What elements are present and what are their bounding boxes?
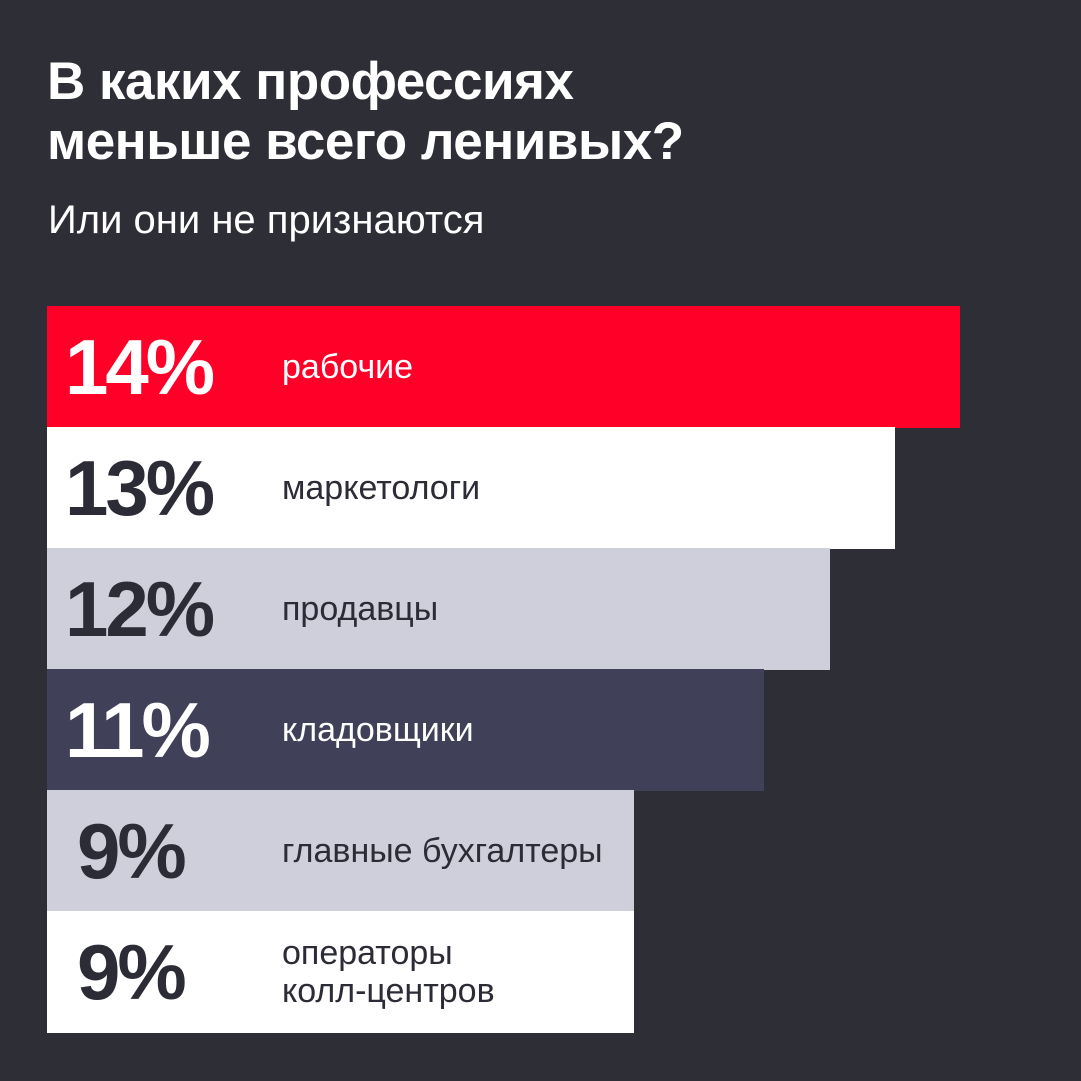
bar-category-label: продавцы	[282, 548, 438, 670]
bar-category-label: кладовщики	[282, 669, 474, 791]
bar-category-label: главные бухгалтеры	[282, 790, 603, 912]
bar-6: 9% операторы колл-центров	[47, 911, 634, 1033]
bar-category-label-line: кладовщики	[282, 711, 474, 749]
chart-title-line-1: В каких профессиях	[47, 52, 574, 111]
bar-value-label: 11%	[65, 686, 211, 774]
bar-2: 13% маркетологи	[47, 427, 895, 549]
bar-1: 14% рабочие	[47, 306, 960, 428]
bar-value-label: 9%	[77, 807, 187, 895]
bar-category-label-line: маркетологи	[282, 469, 481, 507]
bar-value-label: 12%	[65, 565, 215, 653]
chart-title-line-2: меньше всего ленивых?	[47, 112, 684, 171]
bar-category-label-line: продавцы	[282, 590, 439, 628]
bar-5: 9% главные бухгалтеры	[47, 790, 634, 912]
bar-category-label: маркетологи	[282, 427, 480, 549]
bar-value-label: 14%	[65, 323, 215, 411]
bar-category-label-line: колл-центров	[282, 972, 495, 1010]
bar-category-label-line: рабочие	[282, 348, 414, 386]
bar-3: 12% продавцы	[47, 548, 830, 670]
bar-category-label: операторы колл-центров	[282, 911, 495, 1033]
bar-value-label: 13%	[65, 444, 215, 532]
bar-category-label-line: операторы	[282, 934, 453, 972]
chart-title: В каких профессиях меньше всего ленивых?	[47, 52, 1027, 172]
bar-category-label-line: главные бухгалтеры	[282, 832, 603, 870]
bar-value-label: 9%	[77, 928, 187, 1016]
bar-category-label: рабочие	[282, 306, 413, 428]
bar-4: 11% кладовщики	[47, 669, 764, 791]
chart-subtitle: Или они не признаются	[48, 198, 485, 242]
